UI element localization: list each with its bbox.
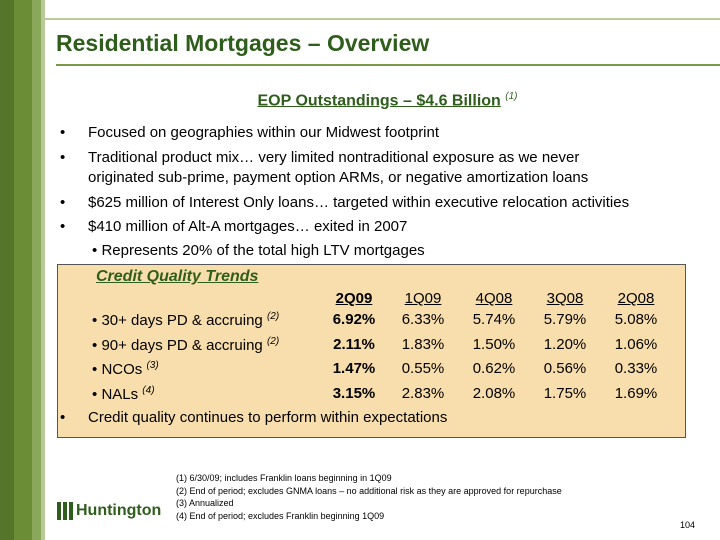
metric-value: 0.55% xyxy=(401,360,445,377)
bullet-text: $410 million of Alt-A mortgages… exited … xyxy=(88,218,408,235)
footnotes: (1) 6/30/09; includes Franklin loans beg… xyxy=(176,472,562,522)
metric-value: 1.83% xyxy=(401,336,445,353)
metric-value: 5.79% xyxy=(543,311,587,328)
metric-footnote-ref: (4) xyxy=(142,385,155,396)
metric-value: 1.75% xyxy=(543,385,587,402)
metric-value: 5.08% xyxy=(614,311,658,328)
subtitle-text: EOP Outstandings – $4.6 Billion xyxy=(257,92,501,110)
slide-title: Residential Mortgages – Overview xyxy=(56,30,430,56)
metric-value: 0.62% xyxy=(472,360,516,377)
huntington-logo: Huntington xyxy=(57,502,161,520)
metric-value: 1.06% xyxy=(614,336,658,353)
metric-name: NALs xyxy=(101,386,139,403)
footnote: (3) Annualized xyxy=(176,498,234,508)
sub-bullet-text: Represents 20% of the total high LTV mor… xyxy=(101,242,425,259)
period-header: 2Q09 xyxy=(335,290,373,307)
slide-subtitle: EOP Outstandings – $4.6 Billion (1) xyxy=(0,91,720,110)
period-header: 3Q08 xyxy=(546,290,584,307)
top-rule xyxy=(45,18,720,20)
huntington-logo-icon xyxy=(57,502,73,520)
metric-label: • NALs (4) xyxy=(92,385,155,403)
footnote: (4) End of period; excludes Franklin beg… xyxy=(176,510,385,521)
credit-quality-title: Credit Quality Trends xyxy=(96,268,259,285)
metric-name: NCOs xyxy=(101,361,143,378)
bullet-marker: • xyxy=(92,337,98,354)
left-stripe-pale xyxy=(41,0,45,540)
metric-value: 1.69% xyxy=(614,385,658,402)
metric-label: • 30+ days PD & accruing (2) xyxy=(92,311,279,329)
metric-label: • NCOs (3) xyxy=(92,360,159,378)
bullet-text: Focused on geographies within our Midwes… xyxy=(88,124,440,141)
bullet-marker: • xyxy=(60,194,66,211)
subtitle-footnote-ref: (1) xyxy=(505,91,518,102)
metric-value: 6.92% xyxy=(332,311,376,328)
metric-value: 0.56% xyxy=(543,360,587,377)
sub-bullet-item: • Represents 20% of the total high LTV m… xyxy=(92,242,425,259)
logo-text: Huntington xyxy=(76,502,162,519)
bullet-marker: • xyxy=(60,218,66,235)
metric-name: 30+ days PD & accruing xyxy=(101,312,263,329)
metric-value: 0.33% xyxy=(614,360,658,377)
metric-value: 3.15% xyxy=(332,385,376,402)
metric-footnote-ref: (2) xyxy=(266,336,280,347)
footnote: (1) 6/30/09; includes Franklin loans beg… xyxy=(176,473,392,483)
metric-footnote-ref: (3) xyxy=(146,360,159,371)
bullet-item: • $625 million of Interest Only loans… t… xyxy=(60,193,629,213)
bullet-item: • $410 million of Alt-A mortgages… exite… xyxy=(60,217,407,237)
footnote: (2) End of period; excludes GNMA loans –… xyxy=(176,485,562,496)
metric-value: 1.47% xyxy=(332,360,376,377)
title-rule xyxy=(56,64,720,66)
left-stripe-light xyxy=(32,0,41,540)
metric-footnote-ref: (2) xyxy=(266,311,280,322)
bullet-marker: • xyxy=(92,361,98,378)
sub-bullet-marker: • xyxy=(92,242,98,259)
metric-value: 2.83% xyxy=(401,385,445,402)
left-stripe-dark xyxy=(0,0,14,540)
period-header: 2Q08 xyxy=(617,290,655,307)
left-stripe-mid xyxy=(14,0,32,540)
metric-value: 5.74% xyxy=(472,311,516,328)
bullet-text: Credit quality continues to perform with… xyxy=(88,409,448,426)
bullet-text: $625 million of Interest Only loans… tar… xyxy=(88,194,630,211)
credit-quality-box xyxy=(57,264,686,438)
bullet-item: • Traditional product mix… very limited … xyxy=(60,148,588,188)
metric-label: • 90+ days PD & accruing (2) xyxy=(92,336,279,354)
metric-value: 6.33% xyxy=(401,311,445,328)
bullet-marker: • xyxy=(60,409,66,426)
bullet-marker: • xyxy=(92,312,98,329)
metric-value: 1.20% xyxy=(543,336,587,353)
metric-value: 2.08% xyxy=(472,385,516,402)
period-header: 1Q09 xyxy=(404,290,442,307)
metric-name: 90+ days PD & accruing xyxy=(101,337,263,354)
bullet-text-continued: originated sub-prime, payment option ARM… xyxy=(88,169,589,186)
bullet-marker: • xyxy=(92,386,98,403)
bullet-item: • Focused on geographies within our Midw… xyxy=(60,123,439,143)
bullet-marker: • xyxy=(60,149,66,166)
period-header: 4Q08 xyxy=(475,290,513,307)
bullet-item: • Credit quality continues to perform wi… xyxy=(60,408,447,428)
metric-value: 1.50% xyxy=(472,336,516,353)
page-number: 104 xyxy=(679,520,695,530)
bullet-text: Traditional product mix… very limited no… xyxy=(88,149,580,166)
metric-value: 2.11% xyxy=(333,336,375,353)
bullet-marker: • xyxy=(60,124,66,141)
